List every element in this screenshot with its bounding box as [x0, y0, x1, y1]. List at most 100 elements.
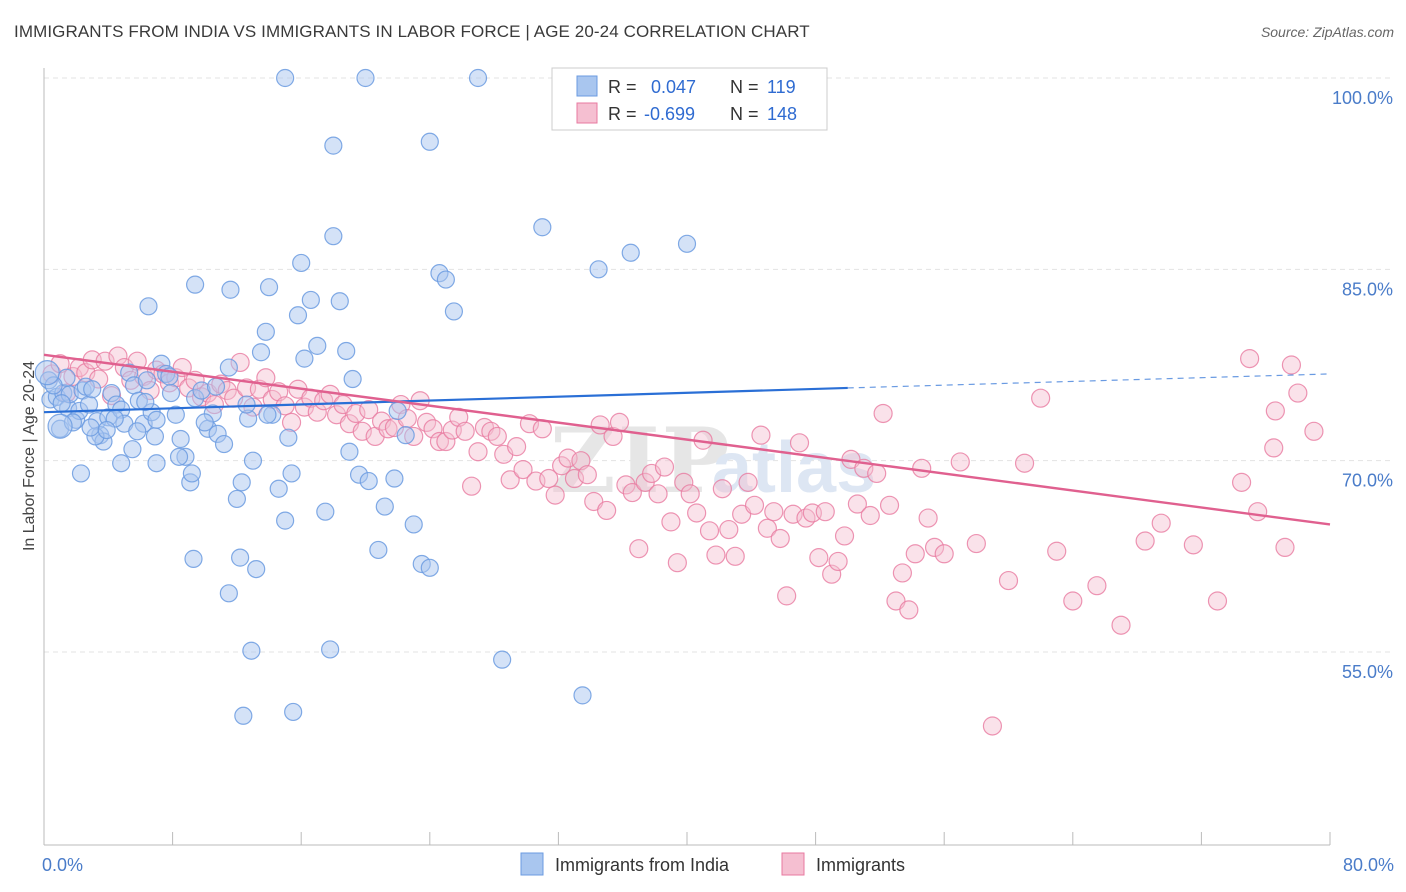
legend-r-label-india: R =: [608, 77, 637, 97]
india-point: [330, 292, 349, 311]
india-point: [404, 515, 423, 534]
india-point: [136, 392, 155, 412]
immigrants-point: [654, 457, 675, 477]
legend-n-label-india: N =: [730, 77, 759, 97]
immigrants-point: [699, 521, 720, 541]
india-point: [186, 275, 205, 294]
india-point: [123, 440, 142, 459]
india-point: [139, 297, 158, 316]
immigrants-point: [1264, 438, 1284, 458]
immigrants-point: [966, 533, 986, 554]
y-axis-label: In Labor Force | Age 20-24: [21, 361, 38, 551]
india-point: [396, 426, 415, 445]
india-point: [308, 336, 327, 355]
immigrants-point: [359, 400, 379, 420]
immigrants-point: [815, 502, 835, 522]
india-point: [219, 584, 238, 603]
immigrants-point: [751, 425, 771, 445]
india-point: [81, 418, 100, 437]
india-point: [206, 377, 226, 396]
y-tick-label: 85.0%: [1342, 279, 1393, 299]
india-trendline-extension: [847, 373, 1331, 389]
legend-r-value-immigrants: -0.699: [644, 104, 695, 124]
immigrants-point: [1135, 531, 1155, 551]
immigrants-point: [828, 551, 848, 572]
india-point: [221, 280, 240, 299]
legend-swatch-india: [576, 75, 598, 97]
x-tick-label-max: 80.0%: [1343, 855, 1394, 875]
immigrants-point: [281, 412, 302, 432]
india-point: [321, 640, 340, 659]
immigrants-point: [998, 570, 1019, 591]
immigrants-point: [507, 437, 527, 457]
india-point: [677, 234, 697, 253]
immigrants-point: [667, 553, 687, 573]
immigrants-point: [834, 526, 855, 546]
immigrants-point: [719, 519, 739, 540]
immigrants-point: [378, 419, 398, 439]
immigrants-point: [481, 421, 501, 441]
immigrants-point: [1231, 472, 1252, 492]
immigrants-point: [783, 504, 803, 524]
india-point: [71, 464, 91, 483]
india-point: [301, 290, 320, 310]
immigrants-point: [539, 468, 559, 489]
india-point: [184, 549, 203, 568]
immigrants-point: [436, 431, 456, 452]
india-point: [166, 405, 185, 424]
immigrants-point: [1248, 502, 1268, 522]
india-point: [388, 401, 407, 421]
india-point: [112, 454, 131, 473]
immigrants-point: [892, 563, 913, 583]
source-label: Source: ZipAtlas.com: [1260, 24, 1394, 40]
immigrants-point: [468, 442, 488, 462]
india-point: [385, 469, 404, 488]
india-point: [279, 428, 298, 447]
correlation-legend: R = 0.047 N = 119 R = -0.699 N = 148: [551, 67, 828, 131]
immigrants-point: [1031, 388, 1051, 408]
immigrants-point: [809, 548, 829, 568]
immigrants-point: [1047, 541, 1067, 561]
immigrants-point: [899, 600, 919, 620]
immigrants-point: [455, 421, 475, 441]
india-point: [282, 464, 301, 483]
y-tick-label: 55.0%: [1342, 662, 1393, 682]
india-point: [324, 227, 343, 246]
immigrants-point: [674, 472, 694, 492]
india-point: [242, 641, 261, 660]
bottom-legend-label-india: Immigrants from India: [555, 855, 730, 875]
bottom-legend-label-immigrants: Immigrants: [816, 855, 905, 875]
immigrants-point: [1207, 591, 1228, 611]
immigrants-point: [777, 586, 797, 606]
india-point: [231, 548, 250, 567]
india-point: [147, 410, 166, 429]
immigrants-point: [1087, 576, 1107, 596]
immigrants-point: [1281, 355, 1302, 375]
india-trendline: [43, 386, 848, 414]
india-point: [276, 68, 295, 88]
immigrants-point: [1288, 383, 1308, 403]
immigrants-point: [1151, 513, 1171, 533]
immigrants-point: [873, 403, 893, 424]
bottom-legend-swatch-india: [520, 852, 544, 876]
india-point-large: [47, 413, 73, 439]
india-point: [324, 136, 343, 155]
immigrants-point: [950, 452, 970, 472]
immigrants-point: [1063, 591, 1083, 611]
immigrants-point: [648, 484, 668, 504]
india-point: [145, 427, 165, 446]
immigrants-point: [1304, 421, 1324, 441]
immigrants-point: [796, 508, 816, 528]
immigrants-point: [1014, 453, 1035, 473]
immigrants-point: [564, 468, 585, 489]
india-point: [247, 559, 266, 579]
immigrants-point: [912, 458, 932, 478]
india-point: [533, 218, 552, 237]
india-point: [171, 429, 190, 449]
immigrants-point: [545, 485, 565, 505]
legend-swatch-immigrants: [576, 102, 598, 124]
immigrants-point: [346, 403, 366, 424]
india-point: [359, 471, 378, 491]
india-point: [147, 454, 166, 473]
immigrants-point: [789, 433, 810, 453]
